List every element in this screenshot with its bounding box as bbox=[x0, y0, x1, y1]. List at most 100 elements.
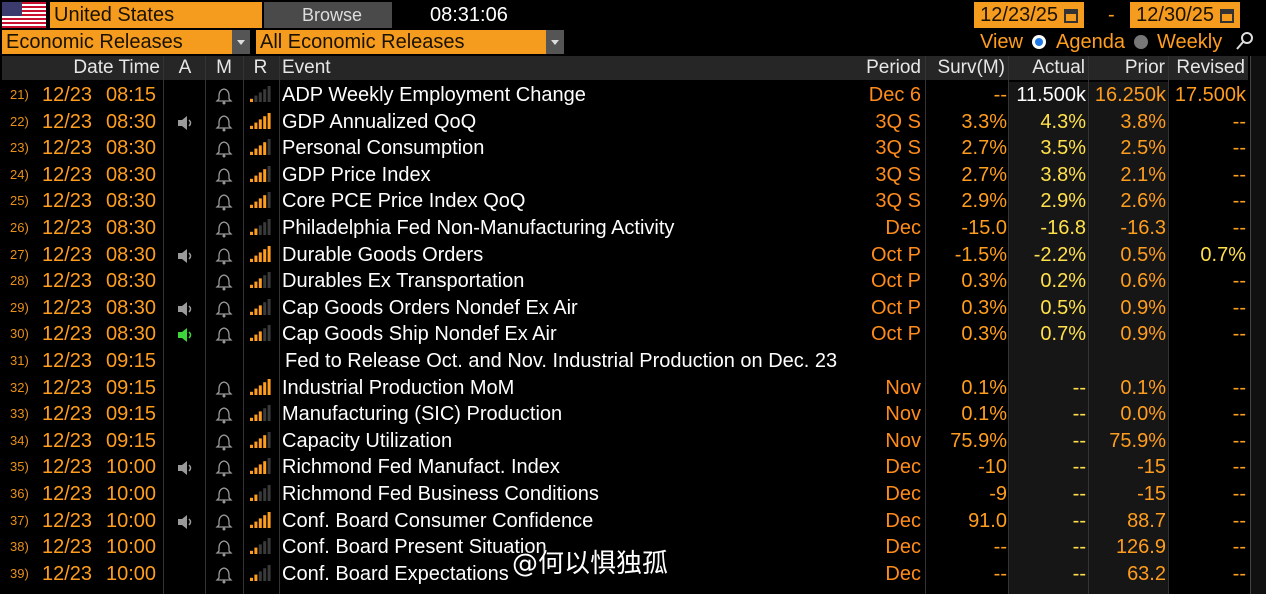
alert-bell bbox=[215, 326, 233, 344]
event-name[interactable]: GDP Price Index bbox=[282, 163, 431, 186]
event-name[interactable]: Durables Ex Transportation bbox=[282, 270, 525, 293]
row-number: 34) bbox=[10, 432, 29, 448]
survey: -- bbox=[993, 536, 1007, 559]
event-name[interactable]: Conf. Board Present Situation bbox=[282, 536, 547, 559]
event-name[interactable]: ADP Weekly Employment Change bbox=[282, 84, 586, 106]
headline[interactable]: Fed to Release Oct. and Nov. Industrial … bbox=[285, 350, 838, 372]
column-header[interactable]: Period bbox=[866, 57, 921, 78]
column-header[interactable]: Prior bbox=[1124, 57, 1165, 78]
audio-alert bbox=[176, 327, 194, 343]
release-time: 08:30 bbox=[106, 296, 157, 319]
release-date: 12/23 bbox=[42, 137, 93, 160]
view-option[interactable]: Agenda bbox=[1056, 31, 1125, 53]
browse-button[interactable]: Browse bbox=[264, 2, 392, 28]
relevance-bars bbox=[250, 511, 272, 530]
release-time: 10:00 bbox=[106, 456, 157, 479]
release-date: 12/23 bbox=[42, 270, 93, 293]
release-time: 08:15 bbox=[106, 84, 157, 106]
column-header[interactable]: Actual bbox=[1032, 57, 1085, 78]
column-header[interactable]: Event bbox=[282, 57, 331, 78]
column-header[interactable]: Surv(M) bbox=[937, 57, 1005, 78]
survey: 0.1% bbox=[961, 403, 1007, 426]
alert-bell bbox=[215, 459, 233, 477]
relevance-bars bbox=[250, 245, 272, 264]
column-header-bar bbox=[2, 56, 1248, 80]
event-name[interactable]: Conf. Board Expectations bbox=[282, 562, 509, 585]
period: Dec bbox=[885, 562, 921, 585]
view-label: View bbox=[980, 31, 1023, 53]
event-name[interactable]: Capacity Utilization bbox=[282, 429, 453, 452]
event-name[interactable]: Richmond Fed Business Conditions bbox=[282, 483, 599, 505]
revised: -- bbox=[1232, 217, 1246, 239]
event-name[interactable]: Industrial Production MoM bbox=[282, 376, 515, 399]
row-number: 23) bbox=[10, 140, 29, 156]
release-time: 08:30 bbox=[106, 137, 157, 160]
row-number: 30) bbox=[10, 326, 29, 342]
period: Dec bbox=[885, 536, 921, 559]
period: 3Q S bbox=[875, 163, 921, 186]
alert-bell bbox=[215, 380, 233, 398]
dropdown-arrow bbox=[232, 30, 250, 54]
period: Dec 6 bbox=[868, 84, 921, 106]
audio-alert bbox=[176, 301, 194, 317]
actual: 2.9% bbox=[1040, 190, 1086, 213]
relevance-bars bbox=[250, 165, 272, 184]
actual: -2.2% bbox=[1033, 243, 1086, 266]
period: 3Q S bbox=[875, 110, 921, 133]
column-separator bbox=[163, 56, 164, 594]
event-name[interactable]: Durable Goods Orders bbox=[282, 243, 484, 266]
event-name[interactable]: Conf. Board Consumer Confidence bbox=[282, 509, 594, 532]
alert-bell bbox=[215, 566, 233, 584]
prior: -15 bbox=[1137, 456, 1166, 479]
release-date: 12/23 bbox=[42, 110, 93, 133]
survey: -15.0 bbox=[961, 217, 1007, 239]
release-date: 12/23 bbox=[42, 429, 93, 452]
event-name[interactable]: Core PCE Price Index QoQ bbox=[282, 190, 526, 213]
release-time: 08:30 bbox=[106, 163, 157, 186]
column-separator bbox=[1088, 56, 1089, 594]
radio-agenda bbox=[1031, 34, 1047, 50]
event-name[interactable]: GDP Annualized QoQ bbox=[282, 110, 477, 133]
column-header[interactable]: Revised bbox=[1176, 57, 1245, 78]
view-option[interactable]: Weekly bbox=[1157, 31, 1223, 53]
event-name[interactable]: Cap Goods Ship Nondef Ex Air bbox=[282, 323, 557, 346]
period: 3Q S bbox=[875, 137, 921, 160]
event-name[interactable]: Personal Consumption bbox=[282, 137, 485, 160]
column-header[interactable]: Date Time bbox=[73, 57, 160, 78]
release-date: 12/23 bbox=[42, 483, 93, 505]
alert-bell bbox=[215, 406, 233, 424]
prior: 2.5% bbox=[1120, 137, 1166, 160]
releases-dropdown[interactable]: All Economic Releases bbox=[256, 30, 564, 54]
revised: -- bbox=[1232, 403, 1246, 426]
row-number: 35) bbox=[10, 459, 29, 475]
release-time: 09:15 bbox=[106, 376, 157, 399]
event-name[interactable]: Philadelphia Fed Non-Manufacturing Activ… bbox=[282, 217, 675, 239]
column-header[interactable]: A bbox=[178, 57, 192, 78]
country-field[interactable]: United States bbox=[50, 2, 262, 28]
row-number: 38) bbox=[10, 539, 29, 555]
period: Nov bbox=[885, 403, 921, 426]
relevance-bars bbox=[250, 378, 272, 397]
alert-bell bbox=[215, 87, 233, 105]
actual: 0.2% bbox=[1040, 270, 1086, 293]
survey: 91.0 bbox=[968, 509, 1007, 532]
category-dropdown[interactable]: Economic Releases bbox=[2, 30, 250, 54]
column-separator bbox=[1168, 56, 1169, 594]
actual: 0.5% bbox=[1040, 296, 1086, 319]
actual: -- bbox=[1072, 429, 1086, 452]
column-header[interactable]: M bbox=[216, 57, 232, 78]
event-name[interactable]: Manufacturing (SIC) Production bbox=[282, 403, 563, 426]
survey: 0.3% bbox=[961, 323, 1007, 346]
column-header[interactable]: R bbox=[253, 57, 268, 78]
event-name[interactable]: Cap Goods Orders Nondef Ex Air bbox=[282, 296, 578, 319]
revised: -- bbox=[1232, 376, 1246, 399]
end-date[interactable]: 12/30/25 bbox=[1130, 2, 1240, 28]
release-time: 10:00 bbox=[106, 536, 157, 559]
clock: 08:31:06 bbox=[430, 4, 508, 26]
event-name[interactable]: Richmond Fed Manufact. Index bbox=[282, 456, 560, 479]
alert-bell bbox=[215, 486, 233, 504]
prior: 16.250k bbox=[1094, 84, 1166, 106]
survey: 3.3% bbox=[961, 110, 1007, 133]
prior: 75.9% bbox=[1109, 429, 1166, 452]
